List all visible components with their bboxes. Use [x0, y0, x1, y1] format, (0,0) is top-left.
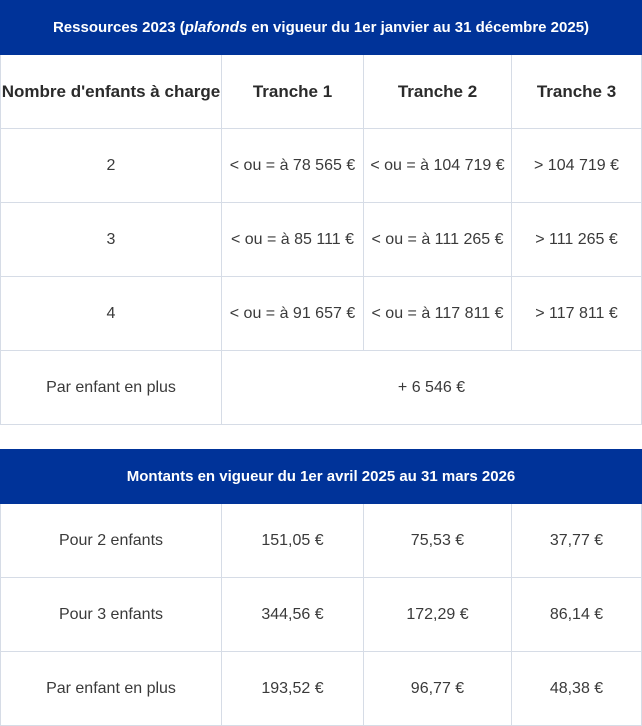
row-label-cell: Par enfant en plus: [0, 651, 222, 726]
tranche-2-cell: < ou = à 117 811 €: [363, 276, 512, 351]
tranche-1-cell: < ou = à 85 111 €: [221, 202, 364, 277]
tranche-2-amount: 96,77 €: [363, 651, 512, 726]
children-count-cell: 3: [0, 202, 222, 277]
banner-suffix: en vigueur du 1er janvier au 31 décembre…: [247, 19, 590, 36]
tranche-3-amount: 86,14 €: [510, 577, 642, 652]
tranche-3-amount: 48,38 €: [510, 651, 642, 726]
amounts-table: Montants en vigueur du 1er avril 2025 au…: [0, 449, 642, 726]
tranche-2-amount: 75,53 €: [363, 503, 512, 578]
amounts-banner: Montants en vigueur du 1er avril 2025 au…: [0, 449, 642, 504]
table-row: 3 < ou = à 85 111 € < ou = à 111 265 € >…: [0, 202, 642, 277]
children-count-cell: 2: [0, 128, 222, 203]
banner-italic: plafonds: [184, 19, 248, 36]
tranche-1-cell: < ou = à 78 565 €: [221, 128, 364, 203]
tranche-3-cell: > 111 265 €: [510, 202, 642, 277]
tranche-3-amount: 37,77 €: [510, 503, 642, 578]
extra-child-value: + 6 546 €: [220, 350, 642, 425]
header-tranche-2: Tranche 2: [363, 54, 512, 129]
table-row: Pour 2 enfants 151,05 € 75,53 € 37,77 €: [0, 503, 642, 578]
tranche-3-cell: > 104 719 €: [510, 128, 642, 203]
tranche-1-amount: 151,05 €: [221, 503, 364, 578]
income-ceilings-table: Ressources 2023 (plafonds en vigueur du …: [0, 0, 642, 425]
header-tranche-3: Tranche 3: [510, 54, 642, 129]
banner-prefix: Ressources 2023 (: [52, 19, 185, 36]
table-row: Par enfant en plus + 6 546 €: [0, 350, 642, 425]
tranche-1-amount: 193,52 €: [221, 651, 364, 726]
tranche-2-cell: < ou = à 104 719 €: [363, 128, 512, 203]
tranche-3-cell: > 117 811 €: [510, 276, 642, 351]
table-row: 2 < ou = à 78 565 € < ou = à 104 719 € >…: [0, 128, 642, 203]
income-ceilings-banner: Ressources 2023 (plafonds en vigueur du …: [0, 0, 642, 55]
tranche-2-cell: < ou = à 111 265 €: [363, 202, 512, 277]
extra-child-label: Par enfant en plus: [0, 350, 222, 425]
header-tranche-1: Tranche 1: [221, 54, 364, 129]
header-children-count: Nombre d'enfants à charge: [0, 54, 222, 129]
tranche-2-amount: 172,29 €: [363, 577, 512, 652]
row-label-cell: Pour 2 enfants: [0, 503, 222, 578]
row-label-cell: Pour 3 enfants: [0, 577, 222, 652]
table-row: Pour 3 enfants 344,56 € 172,29 € 86,14 €: [0, 577, 642, 652]
children-count-cell: 4: [0, 276, 222, 351]
tranche-1-amount: 344,56 €: [221, 577, 364, 652]
table-row: Par enfant en plus 193,52 € 96,77 € 48,3…: [0, 651, 642, 726]
tranche-1-cell: < ou = à 91 657 €: [221, 276, 364, 351]
table-row: 4 < ou = à 91 657 € < ou = à 117 811 € >…: [0, 276, 642, 351]
